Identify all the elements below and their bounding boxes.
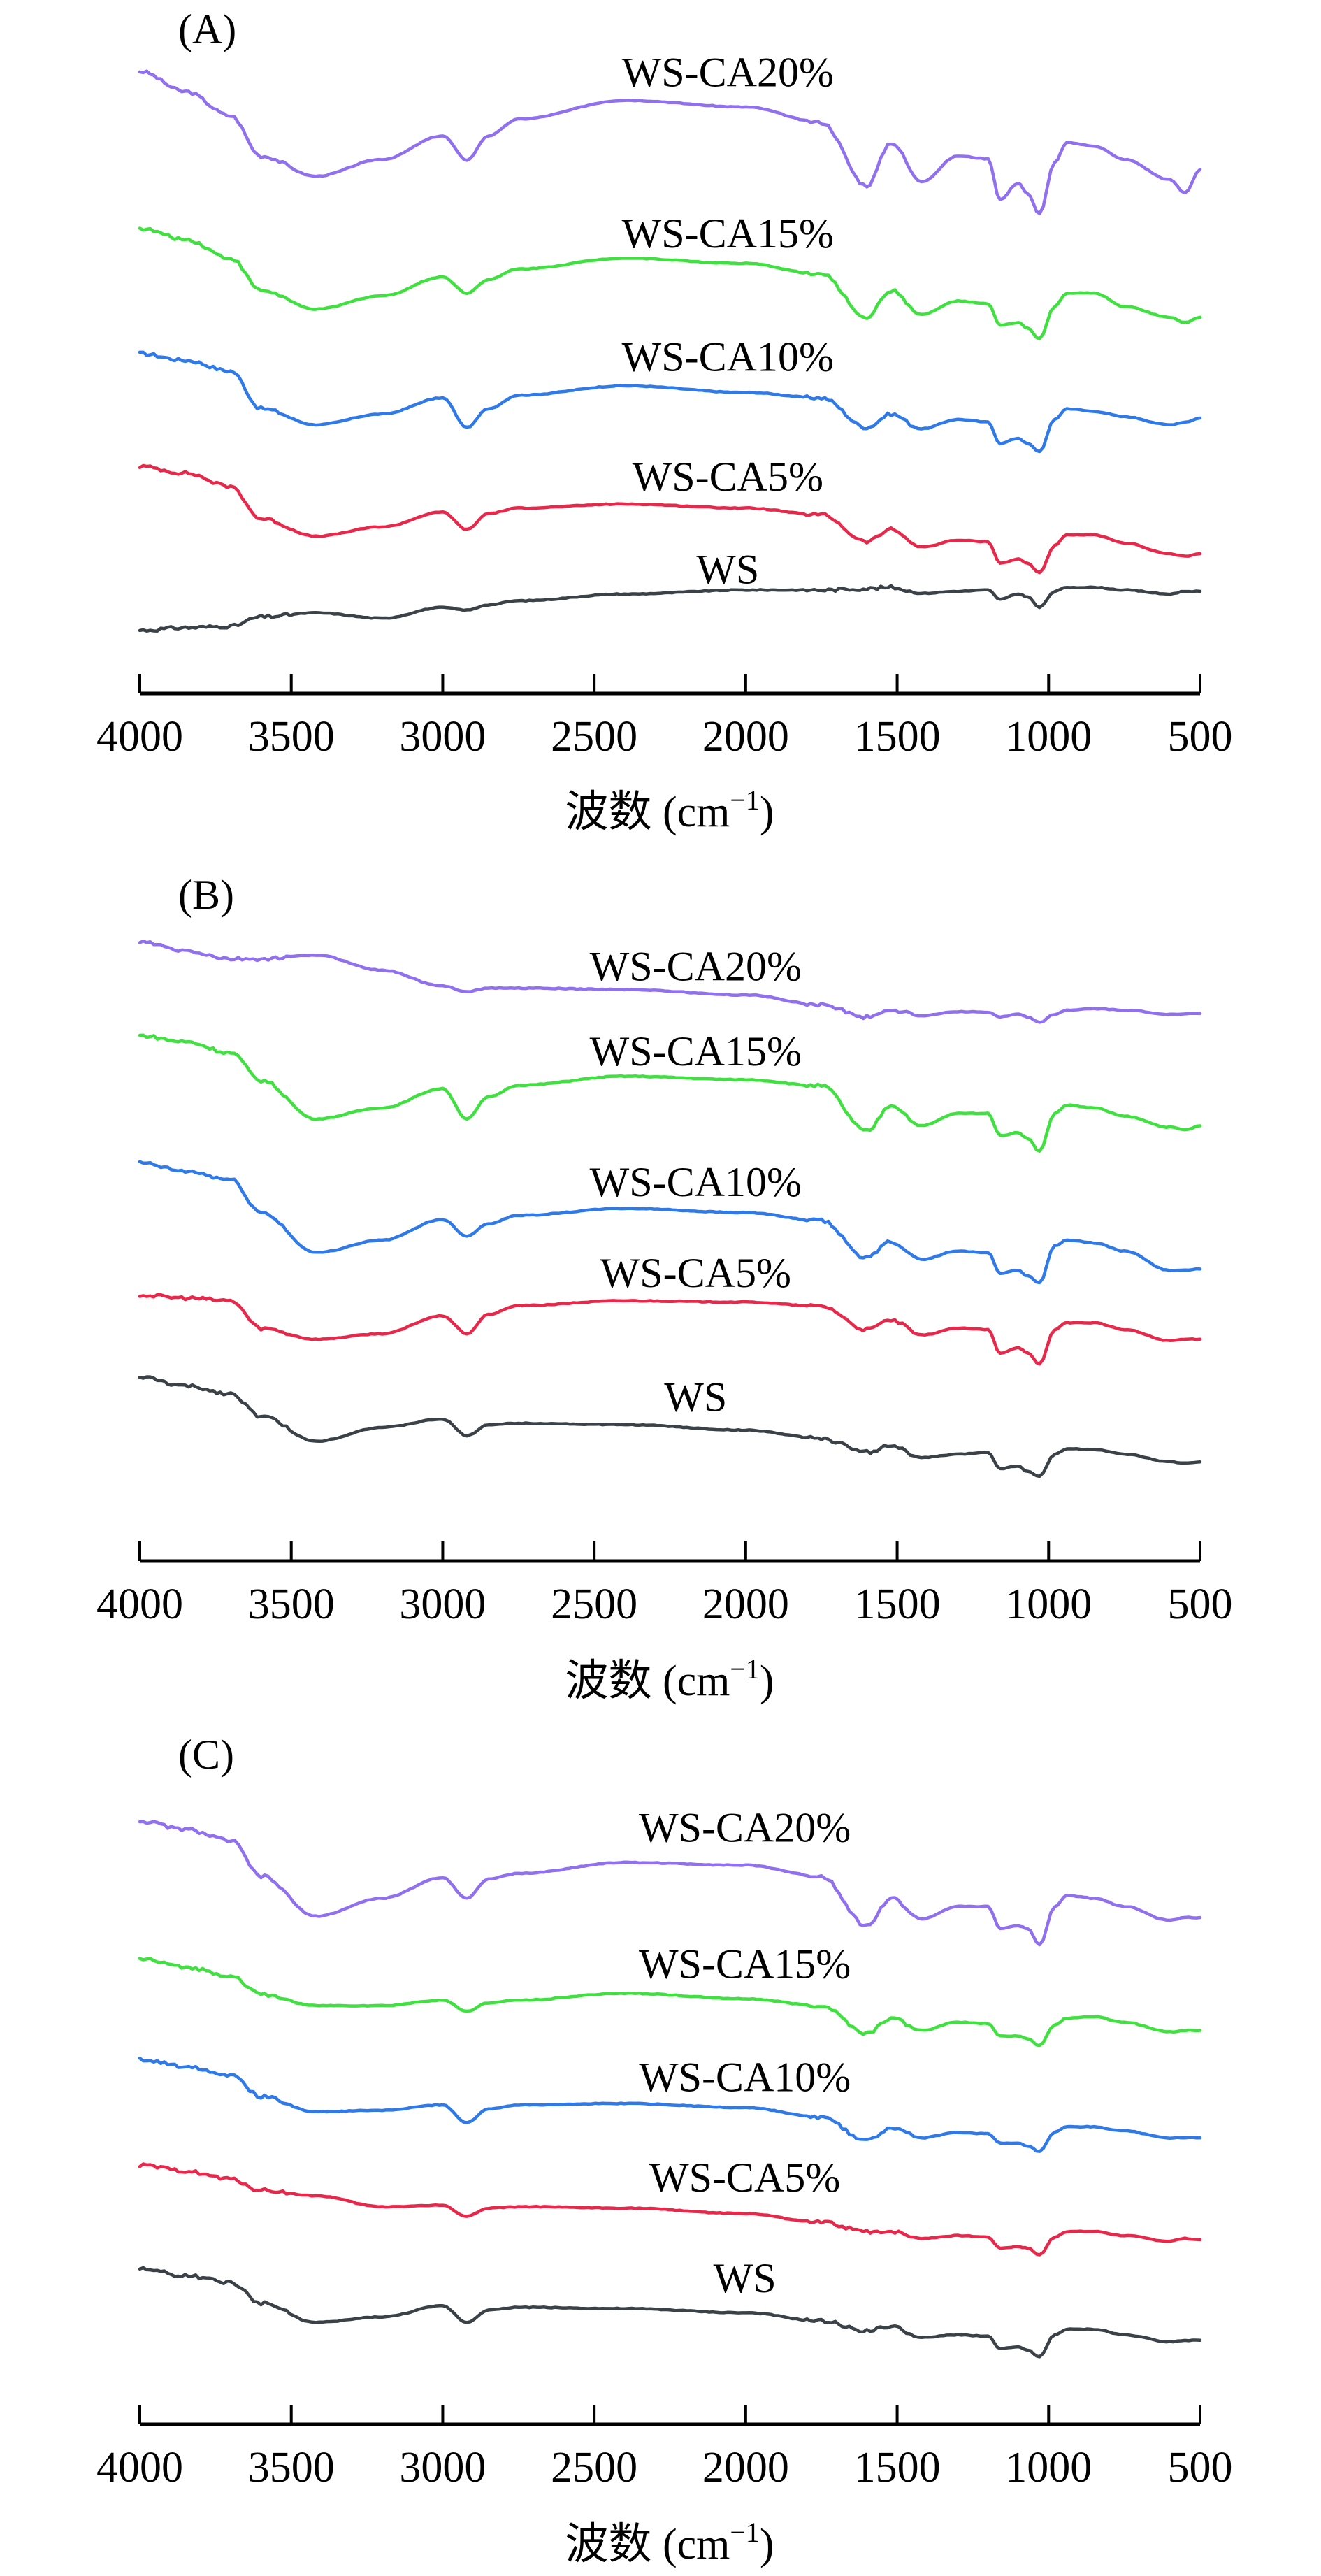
x-tick-label: 2500 — [551, 1581, 637, 1628]
x-tick-label: 3500 — [248, 713, 335, 761]
series-labels: WS-CA20% WS-CA15% WS-CA10% WS-CA5% WS — [622, 49, 834, 592]
x-tick-label: 1500 — [854, 1581, 941, 1628]
x-axis: 4000 3500 3000 2500 2000 1500 1000 500 — [96, 674, 1233, 761]
panel-a: (A) WS-CA20% WS-CA15% WS-CA10% WS-CA5% WS 40… — [96, 6, 1233, 836]
x-tick-label: 4000 — [96, 2444, 183, 2491]
x-axis: 4000 3500 3000 2500 2000 1500 1000 500 — [96, 1541, 1233, 1628]
series-label: WS-CA5% — [649, 2154, 840, 2201]
x-tick-label: 2500 — [551, 713, 637, 761]
panel-label: (A) — [178, 6, 236, 52]
panel-label: (C) — [178, 1732, 234, 1778]
series-line-ws — [138, 1375, 1202, 1478]
series-label: WS-CA20% — [639, 1805, 851, 1851]
x-tick-label: 1000 — [1005, 1581, 1092, 1628]
series-label: WS-CA10% — [622, 334, 834, 380]
series-label: WS — [714, 2255, 777, 2301]
curves — [138, 69, 1202, 633]
x-tick-label: 1000 — [1005, 2444, 1092, 2491]
x-tick-label: 3500 — [248, 1581, 335, 1628]
panel-label: (B) — [178, 872, 234, 918]
series-line-ws-ca15 — [138, 226, 1202, 340]
x-tick-label: 3500 — [248, 2444, 335, 2491]
x-tick-label: 3000 — [399, 2444, 486, 2491]
x-axis: 4000 3500 3000 2500 2000 1500 1000 500 — [96, 2405, 1233, 2491]
x-tick-label: 2000 — [702, 1581, 789, 1628]
series-line-ws — [138, 2266, 1202, 2359]
series-labels: WS-CA20% WS-CA15% WS-CA10% WS-CA5% WS — [590, 944, 802, 1420]
x-axis-title: 波数 (cm−1) — [565, 1653, 774, 1705]
series-line-ws-ca5 — [138, 2162, 1202, 2257]
panel-c: (C) WS-CA20% WS-CA15% WS-CA10% WS-CA5% WS 40… — [96, 1732, 1233, 2568]
series-line-ws-ca10 — [138, 1160, 1202, 1285]
series-label: WS-CA15% — [590, 1028, 802, 1074]
series-line-ws-ca15 — [138, 1957, 1202, 2048]
x-tick-label: 2000 — [702, 2444, 789, 2491]
panel-b: (B) WS-CA20% WS-CA15% WS-CA10% WS-CA5% WS 40… — [96, 872, 1233, 1705]
x-tick-label: 3000 — [399, 713, 486, 761]
series-labels: WS-CA20% WS-CA15% WS-CA10% WS-CA5% WS — [639, 1805, 851, 2301]
series-label: WS-CA15% — [622, 210, 834, 257]
x-tick-label: 500 — [1168, 2444, 1233, 2491]
curves — [138, 939, 1202, 1478]
x-tick-label: 4000 — [96, 1581, 183, 1628]
x-tick-label: 2000 — [702, 713, 789, 761]
series-label: WS-CA10% — [590, 1159, 802, 1205]
series-line-ws-ca5 — [138, 1293, 1202, 1366]
series-line-ws — [138, 584, 1202, 633]
x-tick-label: 500 — [1168, 713, 1233, 761]
curves — [138, 1820, 1202, 2359]
series-line-ws-ca10 — [138, 2056, 1202, 2153]
series-line-ws-ca15 — [138, 1033, 1202, 1153]
series-label: WS — [664, 1374, 727, 1420]
x-tick-label: 1000 — [1005, 713, 1092, 761]
x-tick-label: 500 — [1168, 1581, 1233, 1628]
x-tick-label: 1500 — [854, 713, 941, 761]
series-label: WS-CA5% — [633, 454, 823, 500]
series-line-ws-ca5 — [138, 463, 1202, 575]
series-line-ws-ca20 — [138, 69, 1202, 215]
x-tick-label: 3000 — [399, 1581, 486, 1628]
series-label: WS-CA20% — [622, 49, 834, 95]
series-label: WS-CA10% — [639, 2054, 851, 2100]
x-tick-label: 4000 — [96, 713, 183, 761]
series-label: WS-CA5% — [600, 1250, 791, 1296]
x-tick-label: 2500 — [551, 2444, 637, 2491]
series-line-ws-ca10 — [138, 350, 1202, 454]
x-axis-title: 波数 (cm−1) — [565, 2517, 774, 2568]
series-line-ws-ca20 — [138, 939, 1202, 1024]
series-label: WS-CA15% — [639, 1941, 851, 1987]
series-label: WS — [696, 546, 759, 592]
x-axis-title: 波数 (cm−1) — [565, 784, 774, 836]
series-line-ws-ca20 — [138, 1820, 1202, 1947]
series-label: WS-CA20% — [590, 944, 802, 990]
x-tick-label: 1500 — [854, 2444, 941, 2491]
